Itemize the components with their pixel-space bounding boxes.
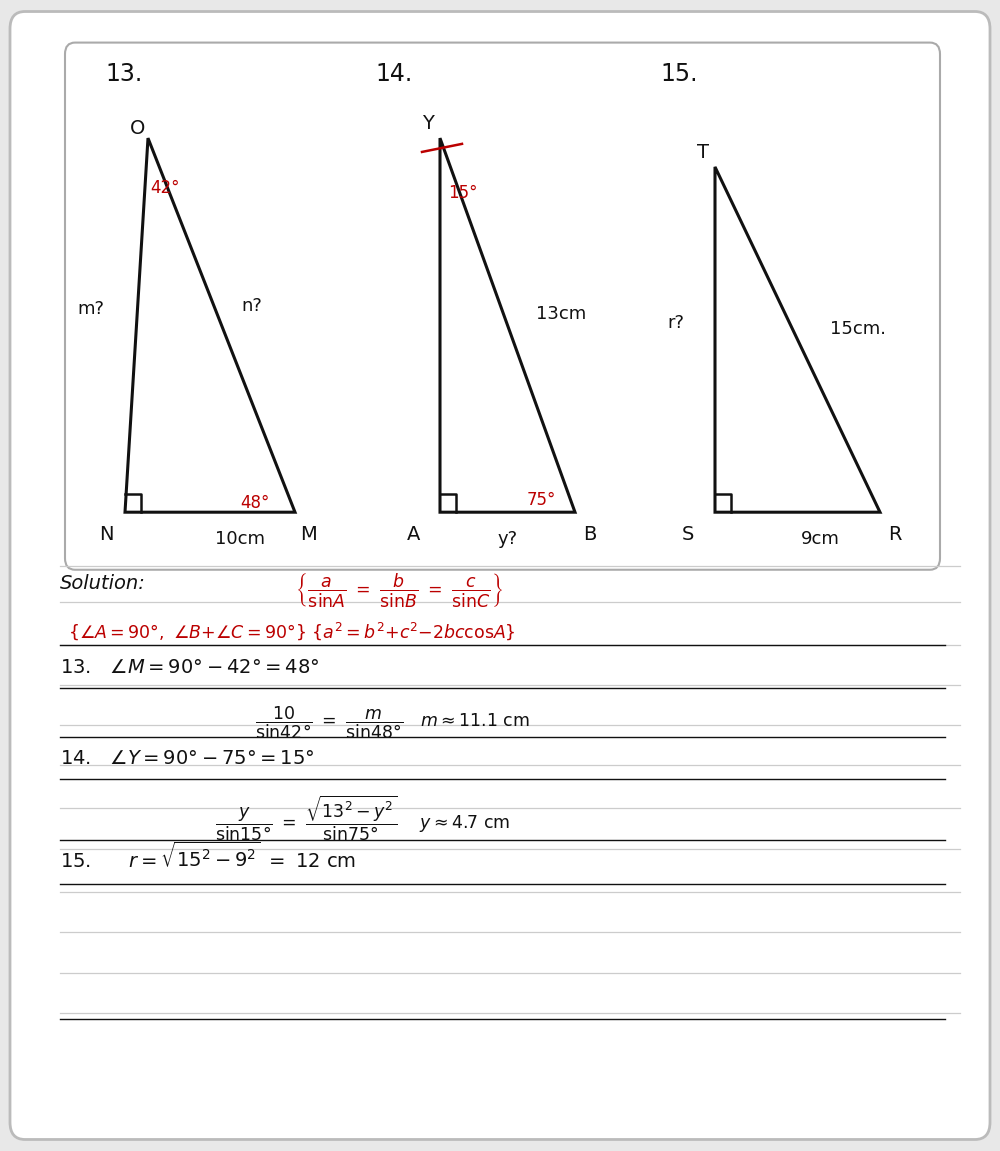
Text: $\dfrac{y}{\sin\!15°}\ =\ \dfrac{\sqrt{13^2-y^2}}{\sin\!75°}\ \ \ \ y \approx 4.: $\dfrac{y}{\sin\!15°}\ =\ \dfrac{\sqrt{1…	[215, 793, 510, 843]
Text: 15cm.: 15cm.	[830, 320, 887, 337]
Text: 48°: 48°	[240, 494, 269, 511]
Text: Solution:: Solution:	[60, 574, 146, 593]
Text: 75°: 75°	[527, 491, 556, 509]
Text: M: M	[300, 525, 317, 543]
Text: 13cm: 13cm	[536, 305, 586, 323]
Text: 15.: 15.	[660, 61, 698, 85]
Text: 14.   $\angle Y = 90° - 75° = 15°$: 14. $\angle Y = 90° - 75° = 15°$	[60, 749, 315, 768]
FancyBboxPatch shape	[10, 12, 990, 1139]
Text: $\dfrac{10}{\sin\!42°}\ =\ \dfrac{m}{\sin\!48°}\ \ \ m \approx 11.1\ \mathrm{cm}: $\dfrac{10}{\sin\!42°}\ =\ \dfrac{m}{\si…	[255, 704, 530, 741]
Text: $\left\{\dfrac{a}{\sin\!A}\ =\ \dfrac{b}{\sin\!B}\ =\ \dfrac{c}{\sin\!C}\right\}: $\left\{\dfrac{a}{\sin\!A}\ =\ \dfrac{b}…	[295, 571, 503, 609]
Text: S: S	[682, 525, 694, 543]
Text: B: B	[583, 525, 596, 543]
Text: m?: m?	[77, 299, 104, 318]
Text: O: O	[130, 119, 145, 137]
Text: 13.   $\angle M = 90° - 42° = 48°$: 13. $\angle M = 90° - 42° = 48°$	[60, 658, 320, 677]
FancyBboxPatch shape	[65, 43, 940, 570]
Text: 42°: 42°	[150, 180, 180, 197]
Text: 15°: 15°	[448, 184, 478, 201]
Text: T: T	[697, 143, 709, 161]
Text: 15.      $r = \sqrt{15^2 - 9^2}\ =\ 12\ \mathrm{cm}$: 15. $r = \sqrt{15^2 - 9^2}\ =\ 12\ \math…	[60, 841, 356, 871]
Text: 10cm: 10cm	[215, 531, 265, 548]
Text: r?: r?	[667, 314, 684, 331]
Text: R: R	[888, 525, 902, 543]
Text: n?: n?	[241, 297, 262, 315]
Text: N: N	[99, 525, 114, 543]
Text: A: A	[407, 525, 420, 543]
Text: $\{\angle A{=}90°,\ \angle B{+}\angle C{=}90°\}\ \{a^2{=}b^2{+}c^2{-}2bc\cos\!A\: $\{\angle A{=}90°,\ \angle B{+}\angle C{…	[68, 620, 516, 642]
Text: y?: y?	[497, 531, 518, 548]
Text: 13.: 13.	[105, 61, 142, 85]
Text: 14.: 14.	[375, 61, 412, 85]
Text: 9cm: 9cm	[800, 531, 839, 548]
Text: Y: Y	[422, 114, 434, 132]
